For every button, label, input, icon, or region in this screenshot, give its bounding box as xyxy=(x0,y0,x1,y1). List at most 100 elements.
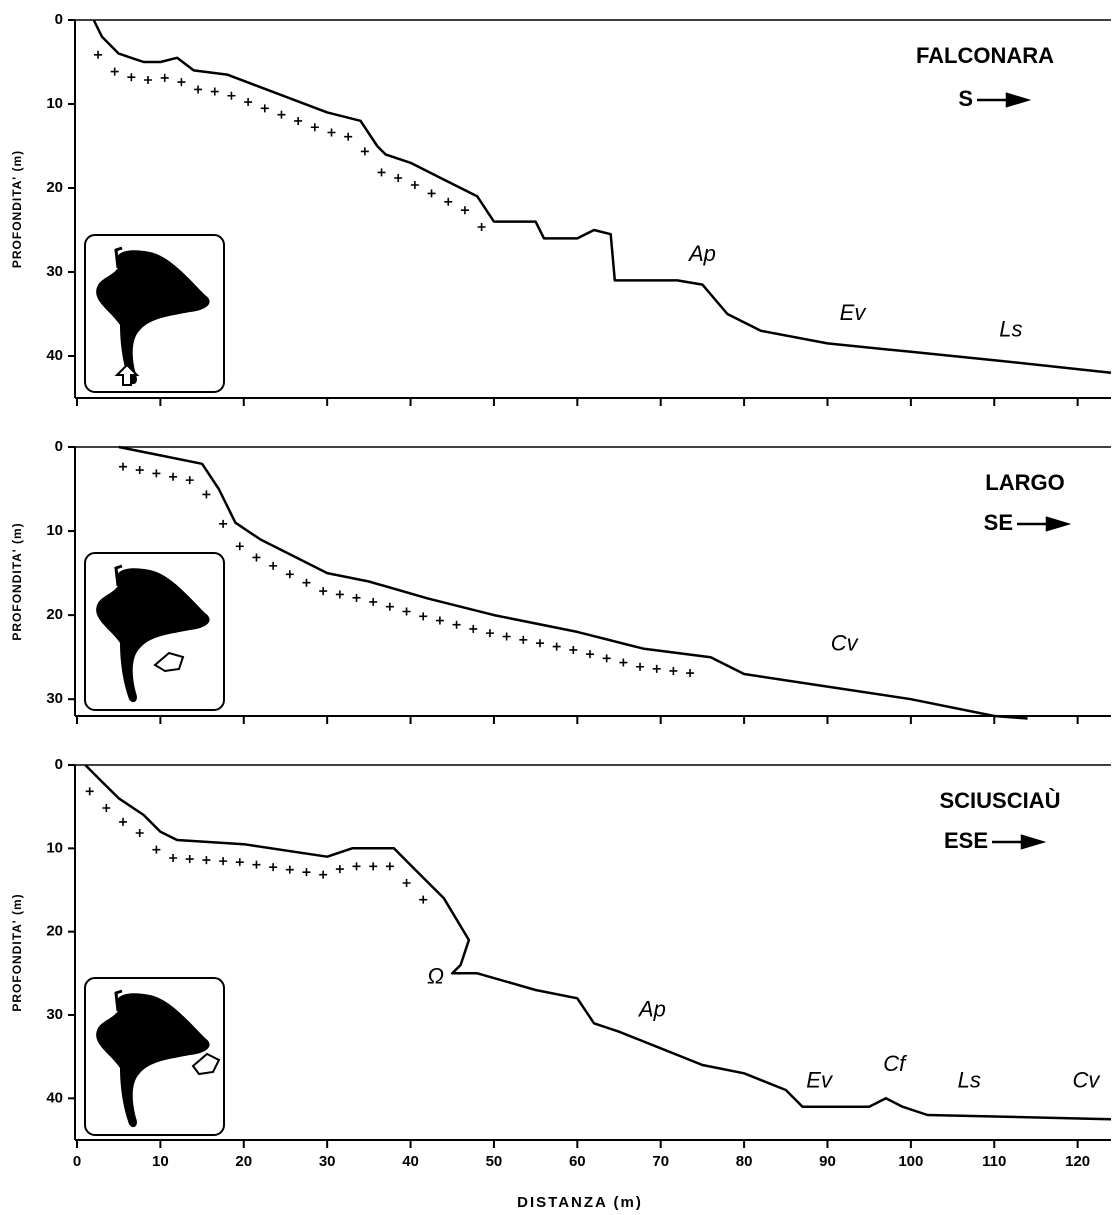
y-tick-label: 20 xyxy=(46,179,63,196)
rock-marker xyxy=(144,76,153,84)
rock-marker xyxy=(235,542,244,551)
rock-marker xyxy=(569,645,578,654)
rock-marker xyxy=(135,829,144,837)
rock-marker xyxy=(185,855,194,864)
inset-map xyxy=(84,234,225,393)
rock-marker xyxy=(344,132,353,141)
y-tick-label: 10 xyxy=(46,839,63,856)
y-axis-label: PROFONDITA' (m) xyxy=(10,893,24,1011)
rock-marker xyxy=(119,817,128,826)
rock-marker xyxy=(352,862,361,871)
rock-marker xyxy=(127,73,136,82)
rock-marker xyxy=(219,857,228,866)
x-tick-label: 0 xyxy=(73,1153,81,1170)
zone-label: Ev xyxy=(806,1067,834,1092)
rock-marker xyxy=(169,472,178,481)
panel-title: LARGO xyxy=(985,470,1064,495)
rock-marker xyxy=(152,469,161,478)
rock-marker xyxy=(335,865,344,874)
rock-marker xyxy=(244,98,253,107)
rock-marker xyxy=(252,860,261,869)
x-axis-label: DISTANZA (m) xyxy=(517,1194,643,1211)
zone-label: Cf xyxy=(883,1051,908,1076)
rock-marker xyxy=(135,466,144,475)
rock-marker xyxy=(352,593,361,602)
rock-marker xyxy=(269,561,278,570)
rock-marker xyxy=(152,845,161,854)
x-tick-label: 10 xyxy=(152,1153,169,1170)
x-tick-label: 70 xyxy=(652,1153,669,1170)
rock-marker xyxy=(402,879,411,887)
inset-map xyxy=(84,552,225,711)
rock-marker xyxy=(252,553,261,562)
panel-title: FALCONARA xyxy=(916,43,1054,68)
y-tick-label: 0 xyxy=(55,438,63,455)
rock-marker xyxy=(652,664,661,673)
rock-marker xyxy=(452,620,461,629)
rock-marker xyxy=(219,519,228,528)
rock-marker xyxy=(310,123,319,132)
zone-label: Ls xyxy=(958,1067,981,1092)
rock-marker xyxy=(502,632,511,641)
rock-marker xyxy=(419,612,428,621)
rock-marker xyxy=(294,116,303,125)
y-axis-label: PROFONDITA' (m) xyxy=(10,522,24,640)
zone-label: Ap xyxy=(637,997,666,1022)
y-tick-label: 20 xyxy=(46,923,63,940)
rock-marker xyxy=(269,863,278,872)
rock-marker xyxy=(586,650,594,659)
rock-marker xyxy=(519,635,528,644)
zone-label: Ap xyxy=(687,241,716,266)
y-tick-label: 40 xyxy=(46,347,63,364)
rock-marker xyxy=(427,189,436,198)
x-tick-label: 80 xyxy=(736,1153,753,1170)
direction-arrow xyxy=(1017,516,1072,532)
rock-marker xyxy=(235,858,244,867)
direction-label: ESE xyxy=(944,828,988,853)
rock-marker xyxy=(410,181,419,189)
y-tick-label: 0 xyxy=(55,11,63,28)
y-tick-label: 0 xyxy=(55,756,63,773)
rock-marker xyxy=(477,223,486,231)
rock-marker xyxy=(110,67,119,76)
rock-marker xyxy=(194,85,203,94)
rock-marker xyxy=(177,78,186,87)
panel-title: SCIUSCIAÙ xyxy=(939,788,1060,813)
rock-marker xyxy=(636,662,645,671)
rock-marker xyxy=(302,578,311,587)
x-tick-label: 120 xyxy=(1065,1153,1090,1170)
rock-marker xyxy=(469,624,478,633)
rock-marker xyxy=(260,104,269,113)
direction-arrow xyxy=(977,92,1032,108)
rock-marker xyxy=(435,616,444,625)
rock-marker xyxy=(385,602,394,611)
rock-marker xyxy=(202,490,211,499)
rock-marker xyxy=(160,73,169,82)
rock-marker xyxy=(686,669,695,678)
rock-marker xyxy=(319,870,328,879)
zone-label: Cv xyxy=(1073,1067,1102,1092)
rock-marker xyxy=(552,642,561,651)
rock-marker xyxy=(444,197,453,206)
y-tick-label: 30 xyxy=(46,263,63,280)
x-tick-label: 20 xyxy=(235,1153,252,1170)
x-tick-label: 60 xyxy=(569,1153,586,1170)
rock-marker xyxy=(369,597,378,606)
inset-map xyxy=(84,977,225,1136)
y-tick-label: 30 xyxy=(46,690,63,707)
y-tick-label: 10 xyxy=(46,522,63,539)
x-tick-label: 100 xyxy=(898,1153,923,1170)
profile-line xyxy=(118,445,1028,720)
zone-label: Ev xyxy=(840,300,868,325)
direction-label: S xyxy=(958,86,973,111)
rock-marker xyxy=(227,91,236,100)
rock-marker xyxy=(419,895,428,904)
x-tick-label: 90 xyxy=(819,1153,836,1170)
rock-marker xyxy=(360,147,369,156)
rock-marker xyxy=(369,862,378,871)
rock-marker xyxy=(669,666,678,675)
zone-label: Cv xyxy=(831,630,860,655)
x-tick-label: 110 xyxy=(982,1153,1006,1170)
rock-marker xyxy=(285,570,294,579)
rock-marker xyxy=(185,476,194,485)
